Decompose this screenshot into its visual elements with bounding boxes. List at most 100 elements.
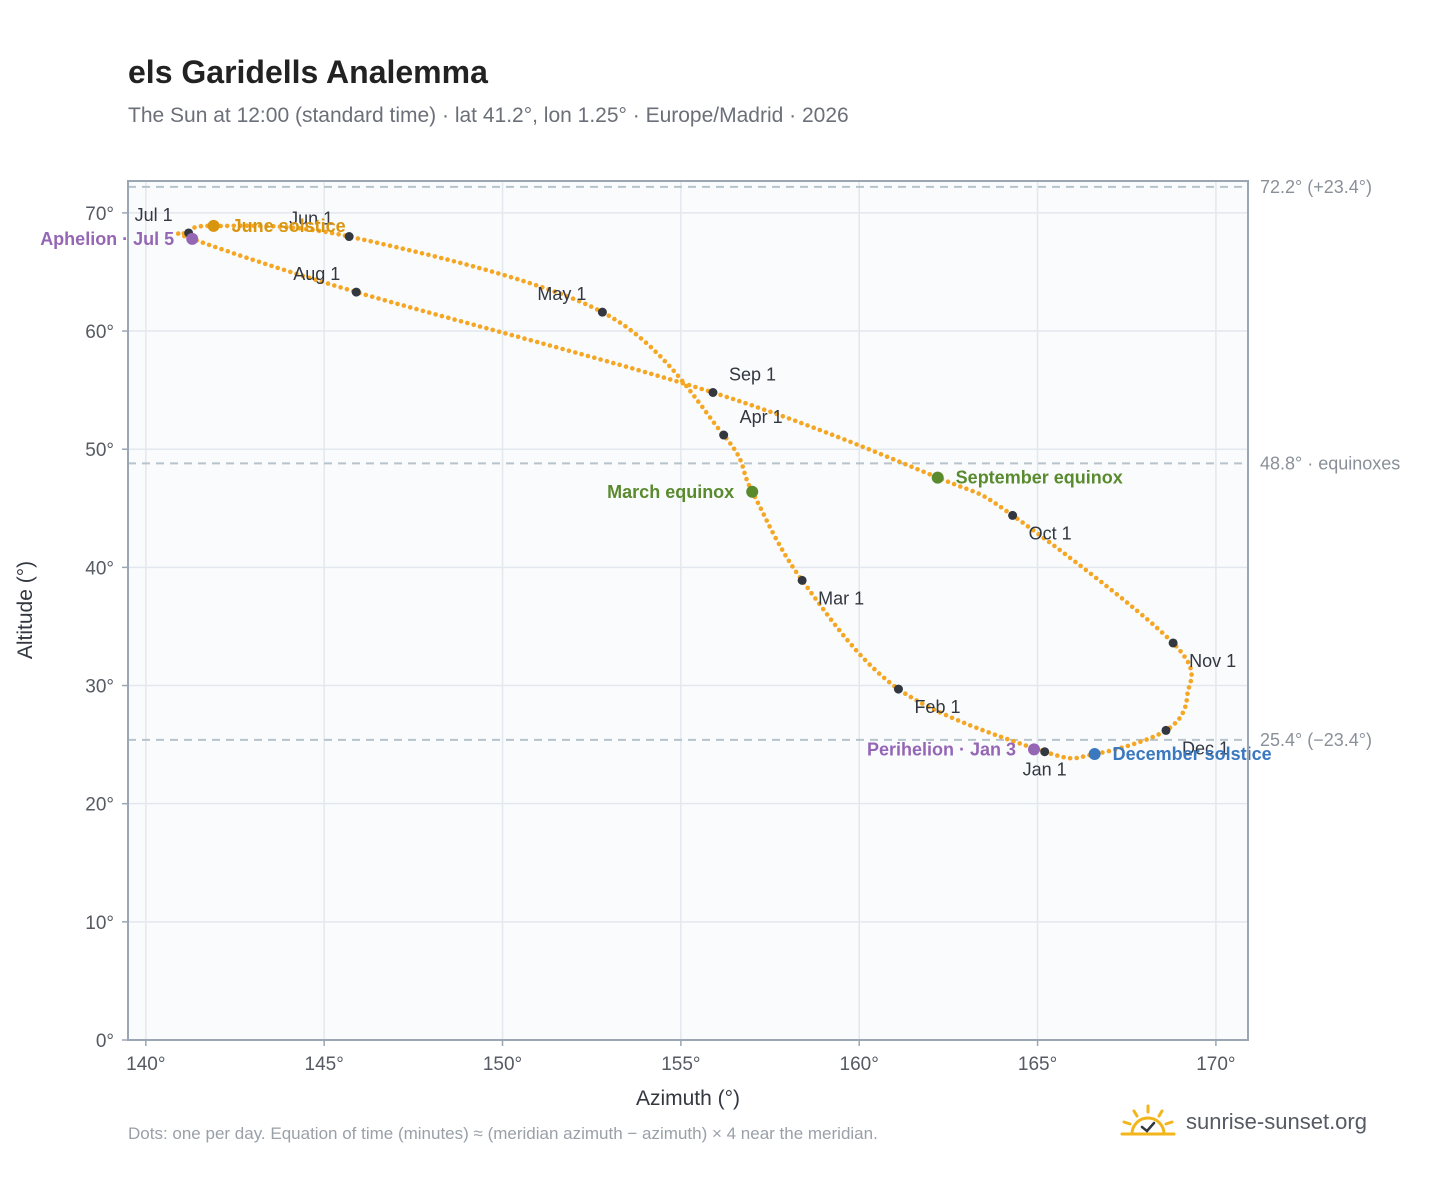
daily-sun-dot (903, 691, 908, 696)
daily-sun-dot (206, 242, 212, 248)
x-tick-label: 170° (1196, 1054, 1235, 1075)
daily-sun-dot (515, 276, 520, 282)
daily-sun-dot (401, 303, 407, 308)
daily-sun-dot (522, 336, 527, 341)
daily-sun-dot (445, 257, 450, 262)
daily-sun-dot (374, 240, 380, 246)
daily-sun-dot (470, 264, 476, 269)
daily-sun-dot (964, 486, 969, 492)
daily-sun-dot (192, 225, 197, 230)
month-markers: Jan 1 Feb 1 Mar 1 Apr 1 May 1 Jun 1 Jul 1 Aug 1… (135, 205, 1237, 780)
daily-sun-dot (667, 363, 672, 369)
daily-sun-dot (1180, 710, 1186, 716)
daily-sun-dot (1093, 575, 1099, 581)
daily-sun-dot (805, 585, 810, 591)
daily-sun-dot (908, 694, 914, 700)
daily-sun-dot (638, 336, 644, 341)
daily-sun-dot (872, 666, 877, 672)
daily-sun-dot (313, 277, 318, 283)
month-marker-dot (719, 430, 729, 440)
daily-sun-dot (1150, 621, 1155, 626)
daily-sun-dot (527, 280, 533, 286)
daily-sun-dot (927, 472, 932, 477)
daily-sun-dot (552, 289, 557, 294)
daily-sun-dot (433, 312, 438, 317)
daily-sun-dot (696, 399, 701, 404)
daily-sun-dot (737, 398, 742, 404)
daily-sun-dot (764, 518, 769, 523)
y-tick-label: 10° (85, 913, 114, 934)
daily-sun-dot (1119, 596, 1125, 601)
month-marker-label: Aug 1 (293, 264, 340, 284)
month-marker-dot (1008, 510, 1018, 520)
daily-sun-dot (1184, 698, 1189, 703)
daily-sun-dot (553, 344, 559, 350)
daily-sun-dot (780, 414, 786, 419)
daily-sun-dot (198, 223, 204, 229)
daily-sun-dot (439, 313, 445, 319)
daily-sun-dot (288, 269, 293, 275)
brand[interactable]: sunrise-sunset.org (1120, 1104, 1367, 1140)
daily-sun-dot (675, 373, 681, 379)
daily-sun-dot (284, 224, 289, 230)
daily-sun-dot (914, 698, 919, 703)
daily-sun-dot (502, 273, 508, 278)
daily-sun-dot (407, 305, 413, 310)
daily-sun-dot (1041, 535, 1047, 541)
daily-sun-dot (699, 386, 704, 392)
daily-sun-dot (738, 458, 743, 463)
daily-sun-dot (477, 265, 482, 271)
daily-sun-dot (231, 223, 237, 229)
daily-sun-dot (1057, 547, 1062, 553)
daily-sun-dot (369, 294, 375, 300)
chart-subtitle: The Sun at 12:00 (standard time) · lat 4… (128, 104, 849, 127)
daily-sun-dot (884, 454, 890, 460)
daily-sun-dot (363, 292, 369, 298)
daily-sun-dot (817, 427, 823, 433)
daily-sun-dot (496, 271, 501, 276)
daily-sun-dot (623, 364, 629, 369)
month-marker-dot (797, 575, 807, 585)
daily-sun-dot (332, 283, 337, 288)
daily-sun-dot (490, 327, 496, 333)
month-marker-dot (708, 388, 718, 398)
reference-line-label: 48.8° · equinoxes (1260, 453, 1400, 473)
daily-sun-dot (1119, 745, 1124, 750)
daily-sun-dot (471, 322, 477, 328)
daily-sun-dot (1025, 524, 1031, 529)
daily-sun-dot (790, 564, 795, 569)
daily-sun-dot (915, 467, 920, 472)
daily-sun-dot (256, 259, 262, 265)
x-tick-label: 155° (661, 1054, 700, 1075)
daily-sun-dot (1188, 665, 1193, 671)
daily-sun-dot (1140, 612, 1145, 618)
daily-sun-dot (319, 279, 325, 285)
month-marker-label: Nov 1 (1189, 651, 1236, 671)
daily-sun-dot (986, 730, 991, 735)
daily-sun-dot (728, 441, 733, 446)
daily-sun-dot (1134, 608, 1140, 614)
daily-sun-dot (1185, 659, 1191, 665)
daily-sun-dot (406, 247, 412, 253)
daily-sun-dot (306, 275, 312, 281)
event-markers: March equinox September equinox June solst… (40, 216, 1272, 764)
daily-sun-dot (394, 244, 399, 250)
daily-sun-dot (648, 344, 654, 350)
daily-sun-dot (368, 239, 374, 244)
month-marker-dot (1168, 638, 1178, 648)
daily-sun-dot (244, 223, 250, 228)
x-tick-label: 150° (483, 1054, 522, 1075)
daily-sun-dot (1172, 721, 1178, 726)
daily-sun-dot (636, 367, 641, 373)
y-tick-label: 60° (85, 322, 114, 343)
daily-sun-dot (528, 338, 534, 343)
daily-sun-dot (218, 223, 223, 229)
daily-sun-dot (1177, 716, 1182, 721)
daily-sun-dot (376, 296, 381, 301)
daily-sun-dot (1036, 531, 1041, 537)
daily-sun-dot (836, 627, 842, 633)
daily-sun-dot (540, 285, 545, 290)
daily-sun-dot (338, 285, 343, 290)
daily-sun-dot (612, 316, 617, 322)
